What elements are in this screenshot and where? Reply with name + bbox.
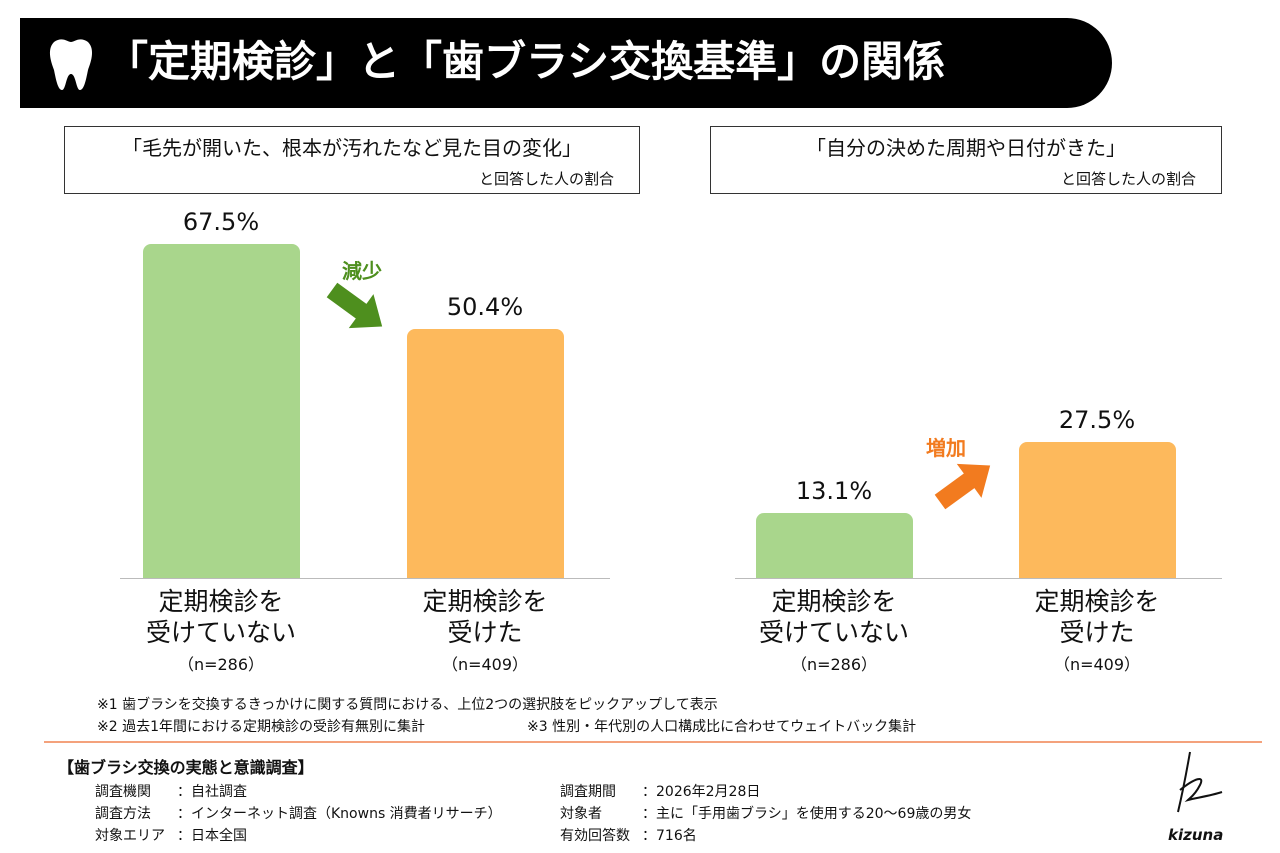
survey-label: 有効回答数 [560, 828, 630, 844]
category-label: 定期検診を 受けた [1034, 587, 1160, 647]
category-label: 定期検診を 受けていない [758, 587, 909, 647]
subtitle-box [710, 126, 1222, 194]
survey-value: ：自社調査 [177, 784, 247, 800]
category-label: 定期検診を 受けていない [145, 587, 296, 647]
bar [142, 243, 300, 578]
chart-title: 「毛先が開いた、根本が汚れたなど見た目の変化」 [122, 136, 582, 160]
sample-size: （n=286） [177, 655, 265, 674]
bar [406, 328, 564, 578]
survey-value: ：2026年2月28日 [642, 784, 761, 800]
sample-size: （n=409） [441, 655, 529, 674]
survey-label: 調査方法 [95, 806, 151, 822]
sample-size: （n=409） [1053, 655, 1141, 674]
survey-label: 調査機関 [95, 784, 151, 800]
survey-title: 【歯ブラシ交換の実態と意識調査】 [58, 758, 314, 777]
logo-text: kizuna [1168, 826, 1224, 844]
decrease-arrow [326, 282, 383, 329]
logo-mark [1177, 751, 1223, 813]
category-label: 定期検診を 受けた [422, 587, 548, 647]
bar [1018, 441, 1176, 578]
survey-value: ：インターネット調査（Knowns 消費者リサーチ） [177, 806, 502, 822]
value-label: 27.5% [1058, 405, 1136, 434]
header-bar [20, 18, 1112, 108]
value-label: 13.1% [795, 477, 873, 506]
page-title: 「定期検診」と「歯ブラシ交換基準」の関係 [106, 37, 946, 86]
chart-subtitle: と回答した人の割合 [1060, 170, 1196, 188]
footnote: ※2 過去1年間における定期検診の受診有無別に集計 [97, 719, 425, 735]
tooth-icon [49, 39, 93, 90]
survey-label: 対象者 [560, 806, 602, 822]
survey-value: ：日本全国 [177, 828, 247, 844]
annotation: 増加 [926, 436, 966, 460]
sample-size: （n=286） [790, 655, 878, 674]
annotation: 減少 [342, 259, 382, 283]
chart-subtitle: と回答した人の割合 [478, 170, 614, 188]
survey-value: ：主に「手用歯ブラシ」を使用する20〜69歳の男女 [642, 806, 972, 822]
increase-arrow [934, 463, 991, 510]
survey-value: ：716名 [642, 828, 697, 844]
chart-title: 「自分の決めた周期や日付がきた」 [806, 136, 1126, 160]
survey-label: 調査期間 [560, 784, 616, 800]
subtitle-box [64, 126, 640, 194]
value-label: 50.4% [446, 292, 524, 321]
baseline [120, 578, 610, 579]
footnote: ※3 性別・年代別の人口構成比に合わせてウェイトバック集計 [527, 719, 917, 735]
baseline [735, 578, 1222, 579]
value-label: 67.5% [182, 207, 260, 236]
survey-label: 対象エリア [95, 828, 165, 844]
footnote: ※1 歯ブラシを交換するきっかけに関する質問における、上位2つの選択肢をピックア… [97, 697, 718, 713]
bar [755, 513, 913, 578]
